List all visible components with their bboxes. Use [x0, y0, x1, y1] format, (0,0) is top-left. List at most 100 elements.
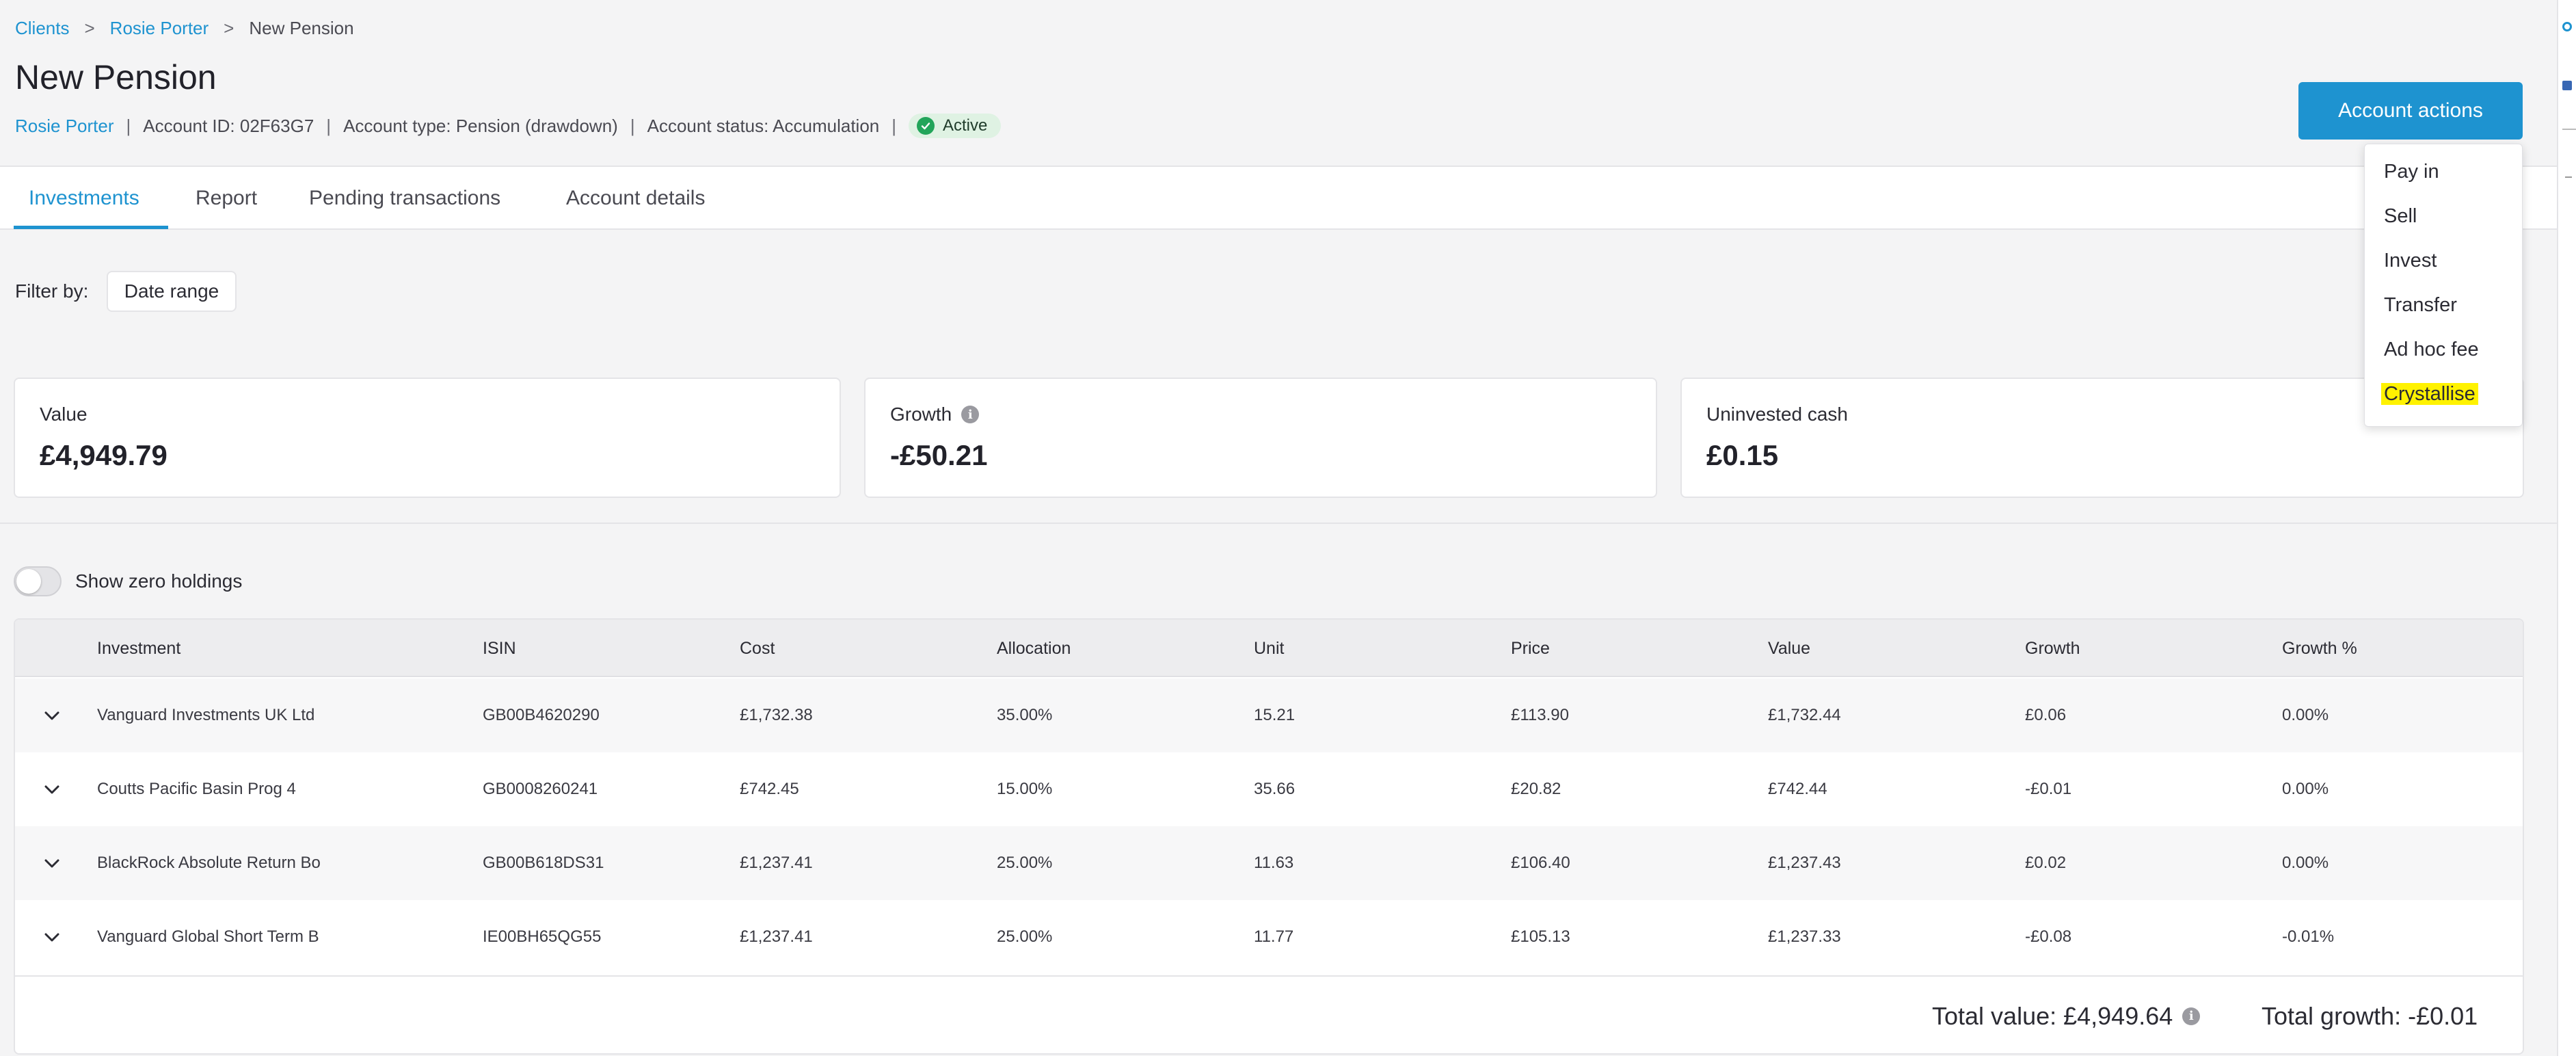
cell-investment: BlackRock Absolute Return Bo: [97, 854, 321, 872]
menu-item-transfer[interactable]: Transfer: [2384, 294, 2457, 316]
column-header-value[interactable]: Value: [1768, 639, 1811, 658]
cell-investment: Coutts Pacific Basin Prog 4: [97, 780, 296, 798]
table-header: Investment ISIN Cost Allocation Unit Pri…: [15, 620, 2523, 677]
value-card-label: Value: [40, 404, 88, 425]
square-icon[interactable]: [2562, 81, 2572, 90]
status-badge: Active: [909, 114, 1002, 138]
active-tab-indicator: [14, 226, 168, 229]
breadcrumb-current: New Pension: [249, 18, 354, 38]
filter-label: Filter by:: [15, 280, 89, 302]
meta-separator: |: [326, 115, 332, 136]
chevron-down-icon[interactable]: [41, 926, 63, 948]
account-type: Account type: Pension (drawdown): [343, 115, 618, 136]
total-growth: Total growth: -£0.01: [2262, 1002, 2478, 1030]
meta-separator: |: [126, 115, 131, 136]
menu-item-crystallise-label: Crystallise: [2381, 383, 2478, 405]
cell-growth: £0.02: [2025, 854, 2067, 872]
page-header: Clients > Rosie Porter > New Pension New…: [0, 0, 2557, 166]
tab-pending-transactions[interactable]: Pending transactions: [309, 187, 501, 209]
breadcrumb-separator: >: [84, 18, 95, 38]
meta-separator: |: [630, 115, 635, 136]
table-row: Vanguard Investments UK Ltd GB00B4620290…: [15, 678, 2523, 752]
meta-separator: |: [891, 115, 896, 136]
table-row: BlackRock Absolute Return Bo GB00B618DS3…: [15, 826, 2523, 900]
growth-card: Growth i -£50.21: [864, 378, 1657, 498]
column-header-allocation[interactable]: Allocation: [997, 639, 1071, 658]
menu-item-sell[interactable]: Sell: [2384, 205, 2417, 227]
column-header-investment[interactable]: Investment: [97, 639, 181, 658]
table-row: Vanguard Global Short Term B IE00BH65QG5…: [15, 900, 2523, 974]
breadcrumb-separator: >: [224, 18, 234, 38]
cell-cost: £742.45: [740, 780, 799, 798]
column-header-unit[interactable]: Unit: [1254, 639, 1285, 658]
cell-growth: £0.06: [2025, 706, 2067, 724]
value-card-amount: £4,949.79: [40, 439, 167, 471]
info-icon[interactable]: i: [961, 406, 980, 423]
total-value-label: Total value: £4,949.64: [1932, 1002, 2173, 1030]
cell-cost: £1,237.41: [740, 854, 813, 872]
cell-growth: -£0.08: [2025, 927, 2072, 946]
cell-cost: £1,732.38: [740, 706, 813, 724]
toggle-knob: [16, 569, 41, 594]
column-header-growth[interactable]: Growth: [2025, 639, 2080, 658]
menu-item-crystallise[interactable]: Crystallise: [2381, 379, 2478, 409]
check-circle-icon: [917, 117, 935, 135]
chevron-down-icon[interactable]: [41, 704, 63, 726]
client-link[interactable]: Rosie Porter: [15, 115, 114, 136]
account-status: Account status: Accumulation: [647, 115, 880, 136]
account-actions-button[interactable]: Account actions: [2298, 82, 2523, 140]
section-divider: [0, 523, 2557, 524]
breadcrumb-clients[interactable]: Clients: [15, 18, 70, 38]
cell-value: £1,732.44: [1768, 706, 1841, 724]
column-header-cost[interactable]: Cost: [740, 639, 775, 658]
circle-icon[interactable]: [2562, 22, 2572, 31]
total-value: Total value: £4,949.64 i: [1932, 977, 2201, 1053]
menu-item-invest[interactable]: Invest: [2384, 250, 2437, 272]
uninvested-cash-label: Uninvested cash: [1706, 404, 1849, 425]
show-zero-holdings-toggle[interactable]: [14, 566, 62, 596]
cell-allocation: 35.00%: [997, 706, 1053, 724]
show-zero-holdings-label: Show zero holdings: [75, 570, 243, 592]
tab-report[interactable]: Report: [196, 187, 258, 209]
column-header-price[interactable]: Price: [1511, 639, 1550, 658]
date-range-filter-button[interactable]: Date range: [107, 271, 237, 312]
cell-growth: -£0.01: [2025, 780, 2072, 798]
holdings-table: Investment ISIN Cost Allocation Unit Pri…: [14, 618, 2524, 1055]
cell-value: £742.44: [1768, 780, 1827, 798]
cell-price: £113.90: [1511, 706, 1569, 724]
cell-allocation: 25.00%: [997, 854, 1053, 872]
menu-item-ad-hoc-fee[interactable]: Ad hoc fee: [2384, 339, 2479, 360]
breadcrumb: Clients > Rosie Porter > New Pension: [15, 18, 354, 39]
chevron-down-icon[interactable]: [41, 852, 63, 874]
tab-account-details[interactable]: Account details: [566, 187, 706, 209]
cell-isin: IE00BH65QG55: [483, 927, 602, 946]
menu-item-pay-in[interactable]: Pay in: [2384, 161, 2439, 183]
tab-investments[interactable]: Investments: [29, 187, 139, 209]
cell-value: £1,237.43: [1768, 854, 1841, 872]
cell-unit: 11.77: [1254, 927, 1294, 946]
cell-cost: £1,237.41: [740, 927, 813, 946]
dash-icon: [2565, 176, 2572, 178]
account-meta: Rosie Porter | Account ID: 02F63G7 | Acc…: [15, 114, 1002, 138]
info-icon[interactable]: i: [2182, 1007, 2201, 1025]
chevron-down-icon[interactable]: [41, 778, 63, 800]
growth-card-label: Growth: [890, 404, 952, 425]
divider: [2562, 129, 2576, 130]
cell-value: £1,237.33: [1768, 927, 1841, 946]
right-edge-toolbar: [2557, 0, 2576, 1056]
cell-growth-percent: 0.00%: [2282, 854, 2329, 872]
page-title: New Pension: [15, 58, 217, 96]
cell-isin: GB00B618DS31: [483, 854, 604, 872]
cell-price: £106.40: [1511, 854, 1570, 872]
column-header-isin[interactable]: ISIN: [483, 639, 516, 658]
tab-bar: Investments Report Pending transactions …: [0, 166, 2557, 230]
account-actions-menu: Pay in Sell Invest Transfer Ad hoc fee C…: [2364, 144, 2523, 427]
cell-allocation: 15.00%: [997, 780, 1053, 798]
cell-isin: GB0008260241: [483, 780, 598, 798]
growth-card-amount: -£50.21: [890, 439, 988, 471]
column-header-growth-percent[interactable]: Growth %: [2282, 639, 2357, 658]
cell-price: £105.13: [1511, 927, 1570, 946]
cell-investment: Vanguard Investments UK Ltd: [97, 706, 315, 724]
breadcrumb-client[interactable]: Rosie Porter: [109, 18, 209, 38]
